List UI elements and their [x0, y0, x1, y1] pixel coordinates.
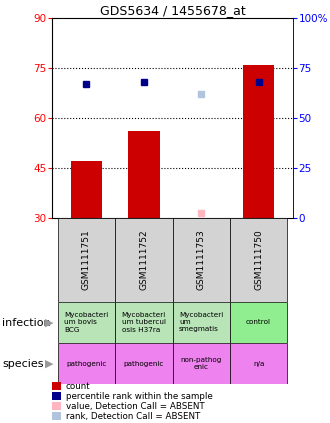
Text: pathogenic: pathogenic	[124, 360, 164, 366]
Text: Mycobacteri
um tubercul
osis H37ra: Mycobacteri um tubercul osis H37ra	[122, 313, 166, 332]
Bar	[58, 218, 115, 302]
Text: control: control	[246, 319, 271, 326]
Bar	[230, 302, 287, 343]
Text: GSM1111752: GSM1111752	[139, 230, 148, 290]
Bar	[173, 302, 230, 343]
Text: value, Detection Call = ABSENT: value, Detection Call = ABSENT	[66, 401, 205, 410]
Bar	[243, 65, 274, 218]
Text: ▶: ▶	[45, 359, 53, 368]
Bar	[230, 343, 287, 384]
Bar	[173, 343, 230, 384]
Text: pathogenic: pathogenic	[66, 360, 107, 366]
Text: GSM1111750: GSM1111750	[254, 230, 263, 290]
Bar	[58, 302, 115, 343]
Bar	[115, 218, 173, 302]
Text: percentile rank within the sample: percentile rank within the sample	[66, 392, 213, 401]
Text: n/a: n/a	[253, 360, 264, 366]
Text: species: species	[2, 359, 44, 368]
Bar	[115, 302, 173, 343]
Text: infection: infection	[2, 318, 50, 327]
Title: GDS5634 / 1455678_at: GDS5634 / 1455678_at	[100, 4, 246, 17]
Text: GSM1111751: GSM1111751	[82, 230, 91, 290]
Bar	[173, 218, 230, 302]
Text: Mycobacteri
um bovis
BCG: Mycobacteri um bovis BCG	[64, 313, 109, 332]
Bar	[71, 161, 102, 218]
Bar	[230, 218, 287, 302]
Bar	[128, 131, 160, 218]
Text: ▶: ▶	[45, 318, 53, 327]
Bar	[58, 343, 115, 384]
Text: GSM1111753: GSM1111753	[197, 230, 206, 290]
Text: count: count	[66, 382, 91, 390]
Text: rank, Detection Call = ABSENT: rank, Detection Call = ABSENT	[66, 412, 200, 420]
Text: non-pathog
enic: non-pathog enic	[181, 357, 222, 370]
Bar	[115, 343, 173, 384]
Text: Mycobacteri
um
smegmatis: Mycobacteri um smegmatis	[179, 313, 223, 332]
